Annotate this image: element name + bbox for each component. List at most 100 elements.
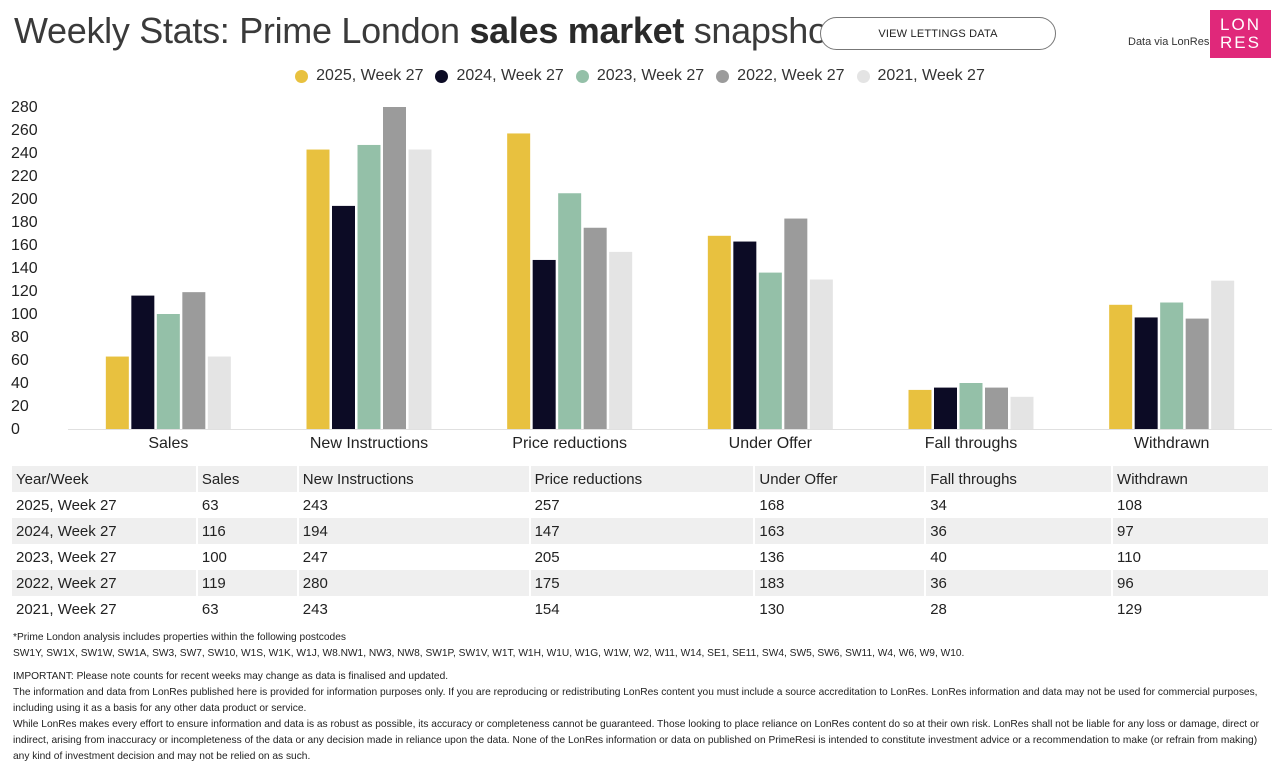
y-tick-label: 100 <box>11 306 38 323</box>
bar <box>507 133 531 429</box>
table-cell: 194 <box>297 518 531 544</box>
logo-line-2: RES <box>1220 33 1261 52</box>
bar <box>131 295 155 429</box>
table-cell: 2024, Week 27 <box>12 518 198 544</box>
table-cell: 96 <box>1112 570 1270 596</box>
legend-item[interactable]: 2023, Week 27 <box>575 67 705 85</box>
bar <box>583 227 607 429</box>
table-cell: 136 <box>754 544 927 570</box>
table-cell: 147 <box>529 518 756 544</box>
bar <box>357 144 381 429</box>
table-cell: 36 <box>925 518 1114 544</box>
important-note: IMPORTANT: Please note counts for recent… <box>13 671 449 682</box>
legend-label: 2025, Week 27 <box>316 67 424 84</box>
table-cell: 63 <box>196 596 299 622</box>
legend-marker-icon <box>575 69 589 83</box>
table-cell: 110 <box>1112 544 1270 570</box>
table-row: 2021, Week 27 63 243 154 130 28 129 <box>12 596 1270 622</box>
table-cell: 116 <box>196 518 299 544</box>
table-header-cell: Withdrawn <box>1112 466 1270 492</box>
bar <box>383 107 406 429</box>
y-tick-label: 260 <box>11 122 38 139</box>
table-cell: 36 <box>925 570 1114 596</box>
bar <box>609 251 633 429</box>
legend-item[interactable]: 2024, Week 27 <box>435 67 564 85</box>
table-cell: 168 <box>754 492 927 518</box>
y-tick-label: 20 <box>11 398 29 415</box>
bar <box>306 149 330 430</box>
x-tick-label: Price reductions <box>512 435 627 452</box>
table-cell: 243 <box>297 492 531 518</box>
bar <box>1109 304 1133 429</box>
x-tick-label: Sales <box>148 435 188 452</box>
table-row: 2025, Week 27 63 243 257 168 34 108 <box>12 492 1270 518</box>
table-cell: 205 <box>529 544 756 570</box>
table-cell: 280 <box>297 570 531 596</box>
table-header-cell: Under Offer <box>754 466 927 492</box>
y-tick-label: 80 <box>11 329 29 346</box>
table-cell: 129 <box>1112 596 1270 622</box>
bar <box>809 279 833 429</box>
bar <box>1185 318 1209 429</box>
table-row: 2023, Week 27 100 247 205 136 40 110 <box>12 544 1270 570</box>
table-cell: 2021, Week 27 <box>12 596 198 622</box>
footnotes: *Prime London analysis includes properti… <box>13 630 1268 765</box>
y-tick-label: 140 <box>11 260 38 277</box>
title-bold: sales market <box>469 10 685 51</box>
title-post: snapshot <box>684 10 838 51</box>
table-cell: 183 <box>754 570 927 596</box>
table-cell: 97 <box>1112 518 1270 544</box>
table-cell: 119 <box>196 570 299 596</box>
legend-item[interactable]: 2022, Week 27 <box>716 67 845 85</box>
table-cell: 154 <box>529 596 756 622</box>
y-tick-label: 240 <box>11 145 38 162</box>
table-cell: 2025, Week 27 <box>12 492 198 518</box>
table-cell: 28 <box>925 596 1114 622</box>
bar <box>182 292 206 429</box>
title-pre: Weekly Stats: Prime London <box>14 10 470 51</box>
bar <box>105 356 129 429</box>
y-tick-label: 280 <box>11 99 38 116</box>
legend-item[interactable]: 2025, Week 27 <box>295 67 423 85</box>
table-row: 2022, Week 27 119 280 175 183 36 96 <box>12 570 1270 596</box>
table-cell: 100 <box>196 544 299 570</box>
page-title: Weekly Stats: Prime London sales market … <box>14 10 838 52</box>
bar <box>985 387 1008 429</box>
postcodes-list: SW1Y, SW1X, SW1W, SW1A, SW3, SW7, SW10, … <box>13 648 965 659</box>
view-lettings-data-button[interactable]: VIEW LETTINGS DATA <box>820 17 1056 50</box>
x-tick-label: Withdrawn <box>1134 435 1210 452</box>
bar <box>707 235 731 429</box>
table-header-cell: New Instructions <box>297 466 531 492</box>
logo-line-1: LON <box>1220 15 1261 34</box>
legend-item[interactable]: 2021, Week 27 <box>856 67 985 85</box>
y-tick-label: 40 <box>11 375 29 392</box>
table-cell: 257 <box>529 492 756 518</box>
bar <box>934 387 957 429</box>
y-tick-label: 60 <box>11 352 29 369</box>
y-tick-label: 200 <box>11 191 38 208</box>
bar <box>408 149 432 430</box>
legend-label: 2024, Week 27 <box>456 67 564 84</box>
bar <box>784 218 808 429</box>
chart-legend: 2025, Week 27 2024, Week 27 2023, Week 27 2… <box>0 67 1280 85</box>
x-tick-label: Under Offer <box>729 435 813 452</box>
legend-marker-icon <box>435 69 449 83</box>
disclaimer-2: While LonRes makes every effort to ensur… <box>13 719 1260 762</box>
legend-marker-icon <box>716 69 730 83</box>
bar <box>908 389 932 429</box>
y-tick-label: 160 <box>11 237 38 254</box>
table-header-cell: Price reductions <box>529 466 756 492</box>
legend-marker-icon <box>295 69 309 83</box>
table-cell: 108 <box>1112 492 1270 518</box>
bar <box>758 272 782 429</box>
table-cell: 163 <box>754 518 927 544</box>
table-cell: 175 <box>529 570 756 596</box>
lonres-logo[interactable]: LON RES <box>1210 10 1271 58</box>
y-tick-label: 120 <box>11 283 38 300</box>
table-cell: 2022, Week 27 <box>12 570 198 596</box>
legend-label: 2021, Week 27 <box>877 67 985 84</box>
table-row: 2024, Week 27 116 194 147 163 36 97 <box>12 518 1270 544</box>
legend-label: 2023, Week 27 <box>596 67 705 84</box>
bar <box>1010 396 1034 429</box>
bar <box>1211 280 1235 429</box>
